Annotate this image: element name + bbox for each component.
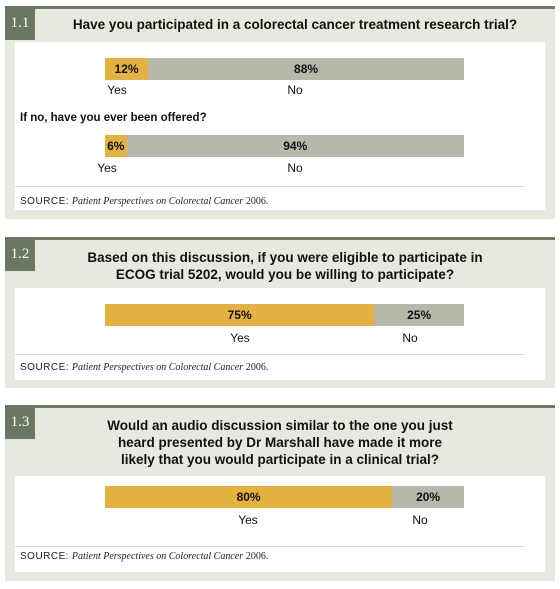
bar-segment-no: 88% — [148, 58, 464, 80]
bar-segment-yes: 12% — [105, 58, 149, 80]
panel-1-3: 1.3 Would an audio discussion similar to… — [5, 405, 555, 581]
data-label: 20% — [416, 490, 441, 504]
data-label: 25% — [407, 308, 432, 322]
source-title: Patient Perspectives on Colorectal Cance… — [71, 551, 244, 562]
question-title: Based on this discussion, if you were el… — [87, 250, 483, 282]
bar-segment-no: 94% — [126, 135, 464, 157]
data-label: 75% — [227, 308, 252, 322]
source-label: SOURCE: — [20, 196, 70, 207]
bar-segment-yes: 6% — [105, 135, 127, 157]
data-label: 94% — [283, 139, 308, 153]
data-label: 6% — [107, 139, 125, 153]
source-year: 2006. — [245, 362, 269, 373]
source-note: SOURCE: Patient Perspectives on Colorect… — [20, 362, 268, 373]
source-title: Patient Perspectives on Colorectal Cance… — [71, 362, 244, 373]
panel-body: 12% 88% Yes No If no, have you ever been … — [15, 42, 545, 210]
bar-segment-no: 20% — [392, 486, 464, 508]
source-year: 2006. — [245, 551, 269, 562]
source-year: 2006. — [245, 196, 269, 207]
data-label: 12% — [114, 62, 139, 76]
panel-body: 80% 20% Yes No — [15, 476, 545, 572]
panel-top-rule — [5, 237, 555, 240]
data-label: 88% — [294, 62, 319, 76]
stacked-bar: 75% 25% — [105, 304, 464, 326]
source-divider — [15, 186, 525, 187]
panel-1-2: 1.2 Based on this discussion, if you wer… — [5, 237, 555, 388]
source-note: SOURCE: Patient Perspectives on Colorect… — [20, 196, 268, 207]
panel-number-badge: 1.1 — [5, 6, 35, 40]
panel-number-badge: 1.3 — [5, 405, 35, 439]
source-divider — [15, 546, 525, 547]
category-label-yes: Yes — [97, 161, 117, 175]
source-label: SOURCE: — [20, 362, 70, 373]
panel-1-1: 1.1 Have you participated in a colorecta… — [5, 6, 555, 219]
panel-top-rule — [5, 405, 555, 408]
panel-top-rule — [5, 6, 555, 9]
panel-body: 75% 25% Yes No — [15, 288, 545, 380]
category-label-yes: Yes — [107, 83, 127, 97]
category-label-no: No — [402, 331, 418, 345]
source-title: Patient Perspectives on Colorectal Cance… — [71, 196, 244, 207]
category-label-no: No — [287, 83, 303, 97]
stacked-bar: 12% 88% — [105, 58, 464, 80]
source-note: SOURCE: Patient Perspectives on Colorect… — [20, 551, 268, 562]
category-label-no: No — [412, 513, 428, 527]
category-label-yes: Yes — [230, 331, 250, 345]
category-label-yes: Yes — [238, 513, 258, 527]
data-label: 80% — [236, 490, 261, 504]
source-divider — [15, 354, 525, 355]
source-label: SOURCE: — [20, 551, 70, 562]
bar-segment-yes: 80% — [105, 486, 393, 508]
bar-segment-yes: 75% — [105, 304, 375, 326]
followup-question: If no, have you ever been offered? — [20, 112, 207, 124]
stacked-bar: 6% 94% — [105, 135, 464, 157]
bar-segment-no: 25% — [374, 304, 464, 326]
question-title: Would an audio discussion similar to the… — [107, 418, 453, 467]
question-title: Have you participated in a colorectal ca… — [72, 17, 518, 32]
stacked-bar: 80% 20% — [105, 486, 464, 508]
category-label-no: No — [287, 161, 303, 175]
panel-number-badge: 1.2 — [5, 237, 35, 271]
